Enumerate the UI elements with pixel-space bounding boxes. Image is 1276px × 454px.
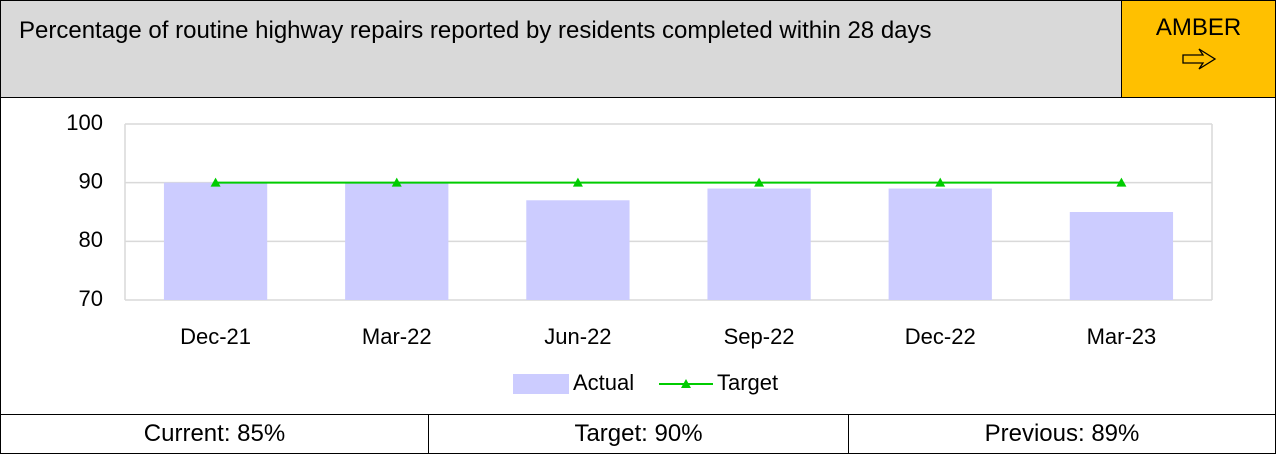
bar: [345, 182, 449, 300]
y-tick-label: 90: [79, 168, 103, 193]
target-marker: [391, 177, 402, 187]
y-tick-label: 80: [79, 227, 103, 252]
legend-label: Target: [717, 370, 778, 395]
legend-swatch: [681, 379, 691, 388]
footer-cell: Target: 90%: [428, 414, 849, 454]
target-marker: [210, 177, 221, 187]
footer-cell: Previous: 89%: [848, 414, 1276, 454]
x-tick-label: Dec-22: [905, 324, 976, 349]
bar: [163, 182, 268, 300]
y-tick-label: 100: [66, 110, 103, 135]
target-marker: [572, 177, 583, 187]
panel-title: Percentage of routine highway repairs re…: [0, 0, 1122, 98]
footer-cell: Current: 85%: [0, 414, 429, 454]
chart: 70 80 90 100 Dec-21 Mar-22 Jun-22 Sep-22 Dec-22 M…: [66, 110, 1213, 395]
bar: [707, 188, 811, 300]
status-badge: AMBER: [1121, 0, 1276, 98]
legend-swatch: [513, 374, 569, 394]
status-label: AMBER: [1155, 14, 1242, 41]
bar: [1069, 212, 1174, 300]
target-marker: [935, 177, 946, 187]
legend-label: Actual: [573, 370, 634, 395]
bar: [888, 188, 992, 300]
chart-area: 70 80 90 100 Dec-21 Mar-22 Jun-22 Sep-22 Dec-22 M…: [0, 97, 1276, 415]
x-tick-label: Dec-21: [180, 324, 251, 349]
x-tick-label: Mar-22: [362, 324, 432, 349]
target-marker: [754, 177, 765, 187]
target-marker: [1116, 177, 1127, 187]
x-tick-label: Sep-22: [724, 324, 795, 349]
x-tick-label: Mar-23: [1087, 324, 1157, 349]
status-arrow: [1181, 48, 1216, 70]
y-tick-label: 70: [79, 286, 103, 311]
bar: [526, 200, 630, 300]
x-tick-label: Jun-22: [544, 324, 611, 349]
